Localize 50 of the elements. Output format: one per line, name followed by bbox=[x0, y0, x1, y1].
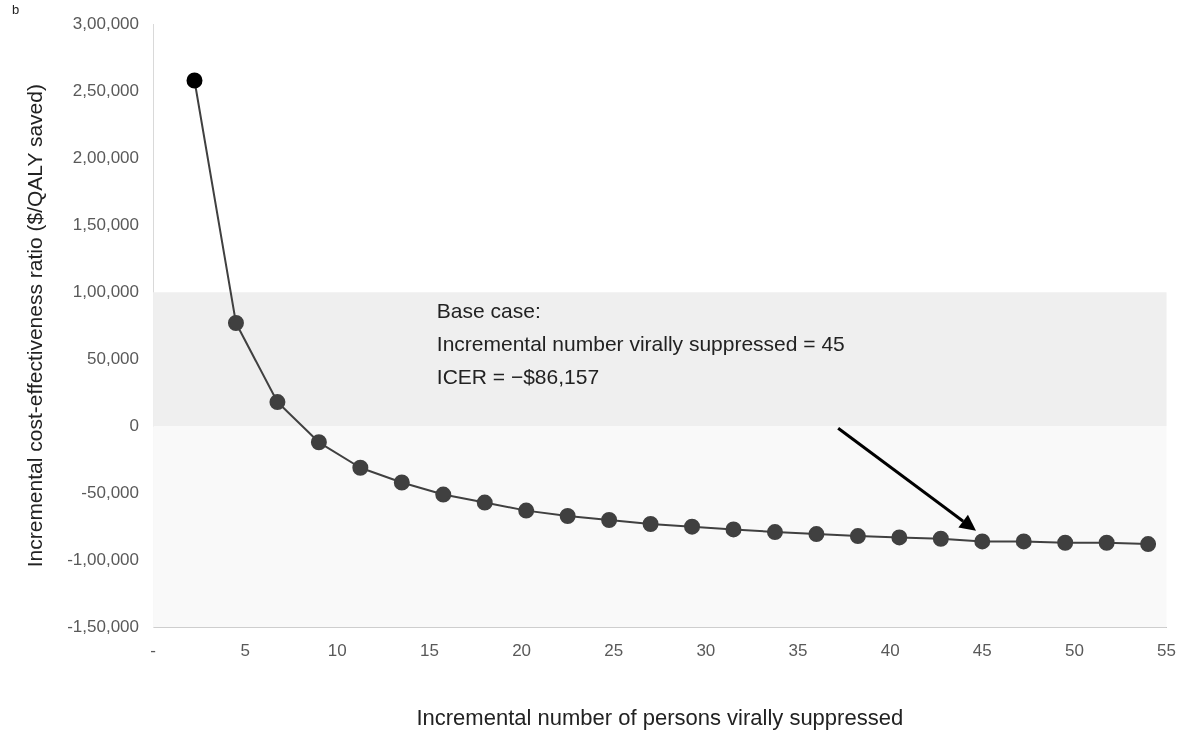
point bbox=[1057, 534, 1074, 551]
x-tick-label: 45 bbox=[972, 641, 992, 661]
y-tick-label: 1,00,000 bbox=[72, 281, 140, 301]
point bbox=[435, 486, 452, 503]
point bbox=[1015, 533, 1032, 550]
y-tick-label: 3,00,000 bbox=[72, 13, 140, 33]
x-tick-label: 50 bbox=[1064, 641, 1084, 661]
x-tick-label: 15 bbox=[419, 641, 439, 661]
point bbox=[849, 528, 866, 545]
y-tick-label: 50,000 bbox=[87, 348, 140, 368]
point bbox=[808, 526, 825, 543]
y-tick-label: 1,50,000 bbox=[72, 214, 140, 234]
point bbox=[642, 516, 659, 533]
annotation: Base case: Incremental number virally suppressed = 45 ICER = −$86,157 bbox=[436, 298, 845, 388]
y-tick-label: -1,50,000 bbox=[67, 616, 140, 636]
y-tick-label: 2,50,000 bbox=[72, 80, 140, 100]
x-tick-label: 35 bbox=[788, 641, 808, 661]
y-tick-label: -50,000 bbox=[81, 482, 140, 502]
y-tick-label: -1,00,000 bbox=[67, 549, 140, 569]
point bbox=[974, 533, 991, 550]
y-tick-label: 0 bbox=[129, 415, 140, 435]
x-tick-label: 30 bbox=[696, 641, 716, 661]
y-tick-label: 2,00,000 bbox=[72, 147, 140, 167]
x-tick-label: - bbox=[150, 641, 156, 661]
point bbox=[393, 474, 410, 491]
x-tick-label: 55 bbox=[1157, 641, 1177, 661]
y-axis-title: Incremental cost-effectiveness ratio ($/QALY saved) bbox=[23, 84, 47, 568]
point bbox=[310, 434, 327, 451]
point bbox=[518, 502, 535, 519]
x-tick-label: 5 bbox=[240, 641, 250, 661]
x-tick-label: 25 bbox=[604, 641, 624, 661]
point bbox=[559, 507, 576, 524]
point bbox=[684, 518, 701, 535]
point bbox=[891, 529, 908, 546]
point bbox=[352, 459, 369, 476]
point bbox=[186, 72, 203, 89]
x-tick-label: 20 bbox=[512, 641, 532, 661]
x-tick-label: 40 bbox=[880, 641, 900, 661]
point bbox=[766, 524, 783, 541]
point bbox=[601, 512, 618, 528]
text: b bbox=[12, 2, 20, 18]
point bbox=[1140, 536, 1157, 553]
x-tick-label: 10 bbox=[327, 641, 347, 661]
point bbox=[932, 530, 949, 547]
point bbox=[725, 521, 742, 538]
point bbox=[1098, 534, 1115, 551]
point bbox=[476, 494, 493, 511]
point bbox=[227, 315, 244, 332]
x-axis-title: Incremental number of persons virally suppressed bbox=[416, 704, 904, 730]
point bbox=[269, 394, 286, 411]
